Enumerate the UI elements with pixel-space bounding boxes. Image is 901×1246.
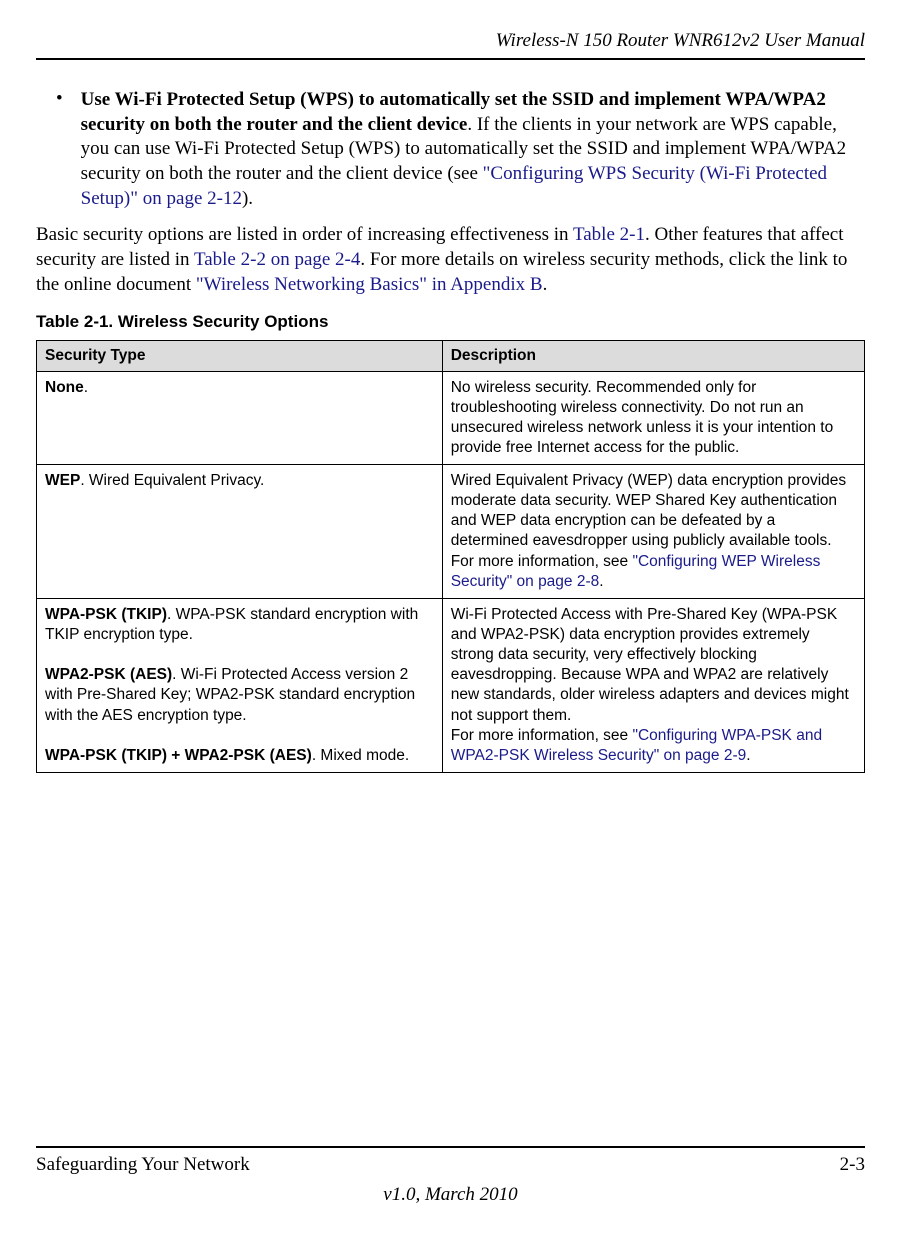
para-text4: . xyxy=(543,274,548,295)
table-row: WPA-PSK (TKIP). WPA-PSK standard encrypt… xyxy=(37,598,865,772)
bullet-marker: • xyxy=(56,88,63,211)
page-header: Wireless-N 150 Router WNR612v2 User Manu… xyxy=(36,30,865,60)
cell-bold2: WPA2-PSK (AES) xyxy=(45,666,172,683)
cell-bold1: WPA-PSK (TKIP) xyxy=(45,606,167,623)
cell-bold3: WPA-PSK (TKIP) + WPA2-PSK (AES) xyxy=(45,747,312,764)
table-header-col2: Description xyxy=(442,340,864,371)
cell-text2: For more information, see xyxy=(451,727,633,744)
bullet-end: ). xyxy=(242,188,253,209)
header-title: Wireless-N 150 Router WNR612v2 User Manu… xyxy=(496,30,865,51)
bullet-item: • Use Wi-Fi Protected Setup (WPS) to aut… xyxy=(36,88,865,211)
footer-version: v1.0, March 2010 xyxy=(36,1184,865,1206)
para-link2[interactable]: Table 2-2 on page 2-4 xyxy=(194,249,360,270)
table-row: None. No wireless security. Recommended … xyxy=(37,371,865,465)
table-cell-right: Wi-Fi Protected Access with Pre-Shared K… xyxy=(442,598,864,772)
table-title: Table 2-1. Wireless Security Options xyxy=(36,312,865,332)
table-cell-left: WEP. Wired Equivalent Privacy. xyxy=(37,465,443,599)
cell-text1: Wired Equivalent Privacy (WEP) data encr… xyxy=(451,472,846,549)
bullet-content: Use Wi-Fi Protected Setup (WPS) to autom… xyxy=(81,88,865,211)
cell-text: No wireless security. Recommended only f… xyxy=(451,379,834,456)
para-link1[interactable]: Table 2-1 xyxy=(573,224,645,245)
footer-right: 2-3 xyxy=(840,1154,865,1176)
table-cell-right: Wired Equivalent Privacy (WEP) data encr… xyxy=(442,465,864,599)
para-link3[interactable]: "Wireless Networking Basics" in Appendix… xyxy=(196,274,543,295)
page-footer: Safeguarding Your Network 2-3 v1.0, Marc… xyxy=(36,1146,865,1206)
cell-text3: . Mixed mode. xyxy=(312,747,409,764)
cell-bold: WEP xyxy=(45,472,80,489)
cell-text: . xyxy=(84,379,88,396)
cell-text1: Wi-Fi Protected Access with Pre-Shared K… xyxy=(451,606,849,724)
cell-end: . xyxy=(746,747,750,764)
cell-text: . Wired Equivalent Privacy. xyxy=(80,472,264,489)
table-cell-left: WPA-PSK (TKIP). WPA-PSK standard encrypt… xyxy=(37,598,443,772)
table-cell-left: None. xyxy=(37,371,443,465)
table-row: WEP. Wired Equivalent Privacy. Wired Equ… xyxy=(37,465,865,599)
intro-paragraph: Basic security options are listed in ord… xyxy=(36,223,865,297)
cell-end: . xyxy=(599,573,603,590)
footer-left: Safeguarding Your Network xyxy=(36,1154,250,1176)
cell-bold: None xyxy=(45,379,84,396)
para-text1: Basic security options are listed in ord… xyxy=(36,224,573,245)
security-options-table: Security Type Description None. No wirel… xyxy=(36,340,865,774)
table-header-row: Security Type Description xyxy=(37,340,865,371)
table-header-col1: Security Type xyxy=(37,340,443,371)
cell-text2: For more information, see xyxy=(451,553,633,570)
table-cell-right: No wireless security. Recommended only f… xyxy=(442,371,864,465)
footer-line: Safeguarding Your Network 2-3 xyxy=(36,1146,865,1176)
